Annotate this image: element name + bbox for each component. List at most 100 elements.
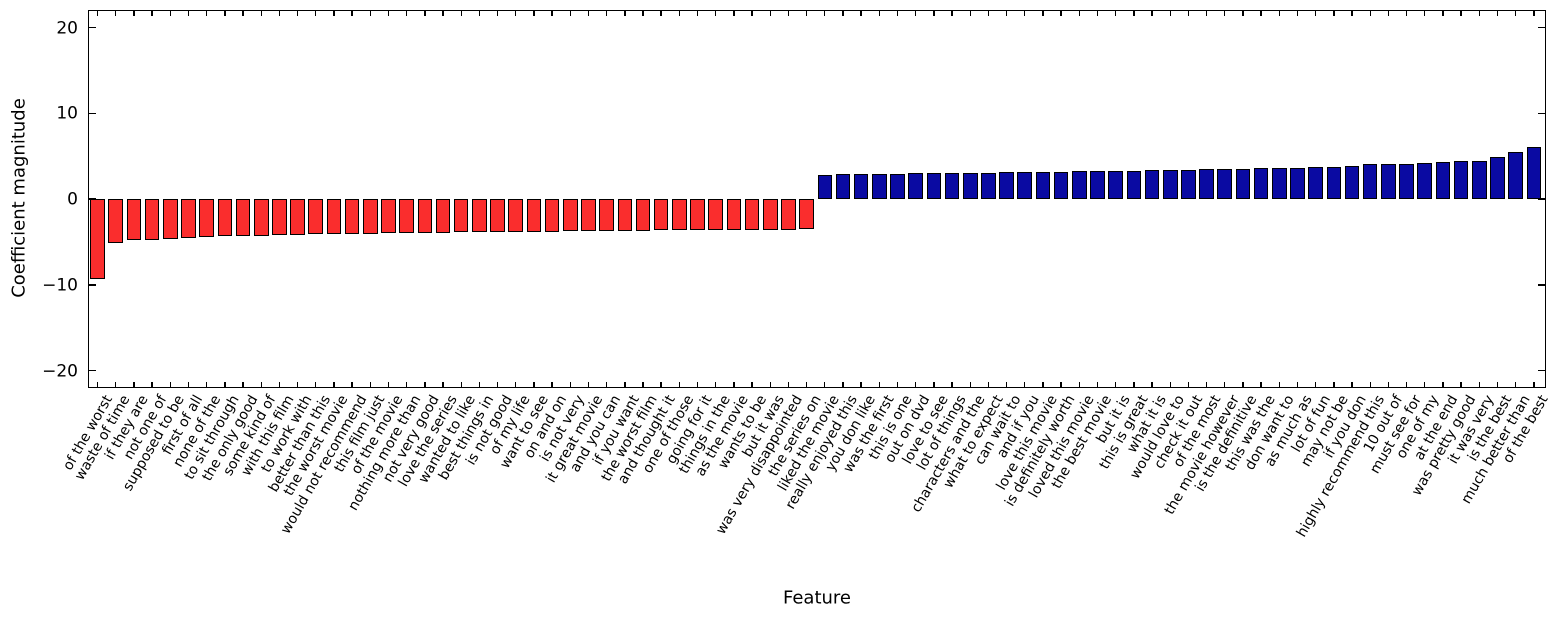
x-tick — [860, 382, 862, 387]
x-tick — [624, 11, 626, 16]
x-tick — [260, 11, 262, 16]
x-tick — [296, 382, 299, 387]
x-tick — [224, 11, 226, 16]
x-tick — [278, 382, 281, 387]
x-tick — [96, 11, 99, 16]
x-tick — [1496, 382, 1499, 387]
bar — [1272, 168, 1287, 200]
x-tick — [1333, 11, 1335, 16]
x-tick — [442, 382, 444, 387]
x-tick — [969, 11, 971, 16]
bar — [381, 199, 396, 234]
x-tick — [605, 382, 608, 387]
y-tick-label: 0 — [67, 189, 78, 210]
x-tick — [96, 382, 99, 387]
bar — [890, 173, 905, 200]
bar — [853, 174, 869, 200]
x-tick — [878, 11, 881, 16]
bar — [944, 173, 960, 200]
bar — [399, 199, 414, 234]
x-tick — [715, 382, 717, 387]
x-tick — [587, 11, 590, 16]
x-tick — [351, 382, 353, 387]
x-tick — [1133, 11, 1135, 16]
bar — [126, 199, 142, 241]
bar — [253, 199, 269, 236]
x-tick — [205, 11, 208, 16]
x-tick — [896, 382, 899, 387]
x-tick — [242, 11, 244, 16]
x-tick — [1387, 382, 1390, 387]
x-tick — [915, 11, 917, 16]
x-tick — [624, 382, 626, 387]
x-tick — [151, 11, 153, 16]
x-tick — [1296, 382, 1299, 387]
x-tick — [533, 382, 535, 387]
x-tick — [405, 382, 408, 387]
x-tick — [496, 11, 499, 16]
bar — [308, 199, 324, 235]
bar — [653, 199, 669, 231]
y-tick-label: −20 — [42, 361, 78, 381]
bar — [1435, 162, 1451, 200]
x-tick — [169, 11, 171, 16]
y-tick-label: −10 — [42, 275, 78, 296]
x-tick — [896, 11, 899, 16]
x-tick — [205, 382, 208, 387]
y-tick — [1538, 26, 1545, 29]
bar — [562, 199, 578, 232]
x-tick — [1424, 11, 1426, 16]
x-tick — [1060, 382, 1062, 387]
x-tick — [696, 382, 699, 387]
bar — [1199, 169, 1214, 200]
x-tick — [1460, 382, 1462, 387]
y-tick — [89, 112, 96, 115]
bar — [1162, 170, 1178, 200]
x-tick — [1514, 11, 1517, 16]
x-tick — [678, 382, 681, 387]
x-tick — [1478, 11, 1480, 16]
bar — [981, 172, 996, 200]
bar — [690, 199, 705, 231]
x-tick — [642, 11, 644, 16]
x-tick — [951, 11, 953, 16]
x-tick — [787, 11, 790, 16]
x-tick — [1369, 11, 1371, 16]
x-tick — [460, 11, 462, 16]
y-tick-label: 20 — [56, 18, 78, 38]
x-tick — [1096, 382, 1099, 387]
x-tick — [1042, 11, 1044, 16]
x-tick — [315, 382, 317, 387]
y-tick — [1538, 112, 1545, 115]
bar — [108, 199, 124, 243]
x-tick — [715, 11, 717, 16]
bar — [672, 199, 687, 231]
x-tick — [260, 382, 262, 387]
x-tick — [133, 11, 135, 16]
y-tick — [89, 369, 96, 372]
bar — [544, 199, 560, 232]
bar — [1508, 151, 1523, 200]
x-tick — [1205, 382, 1208, 387]
bar — [272, 199, 287, 236]
bar — [744, 199, 760, 230]
x-tick — [878, 382, 881, 387]
x-tick — [478, 11, 481, 16]
x-tick — [478, 382, 481, 387]
y-tick — [89, 284, 96, 286]
x-tick — [187, 382, 190, 387]
x-tick — [460, 382, 462, 387]
x-tick — [333, 11, 335, 16]
x-tick — [1296, 11, 1299, 16]
x-tick — [860, 11, 862, 16]
x-tick — [296, 11, 299, 16]
bar — [617, 199, 633, 231]
bar — [962, 172, 978, 200]
x-tick — [278, 11, 281, 16]
bar — [326, 199, 342, 235]
bar — [144, 199, 160, 240]
bar — [1035, 171, 1051, 200]
x-tick — [805, 382, 808, 387]
bar — [781, 199, 796, 230]
